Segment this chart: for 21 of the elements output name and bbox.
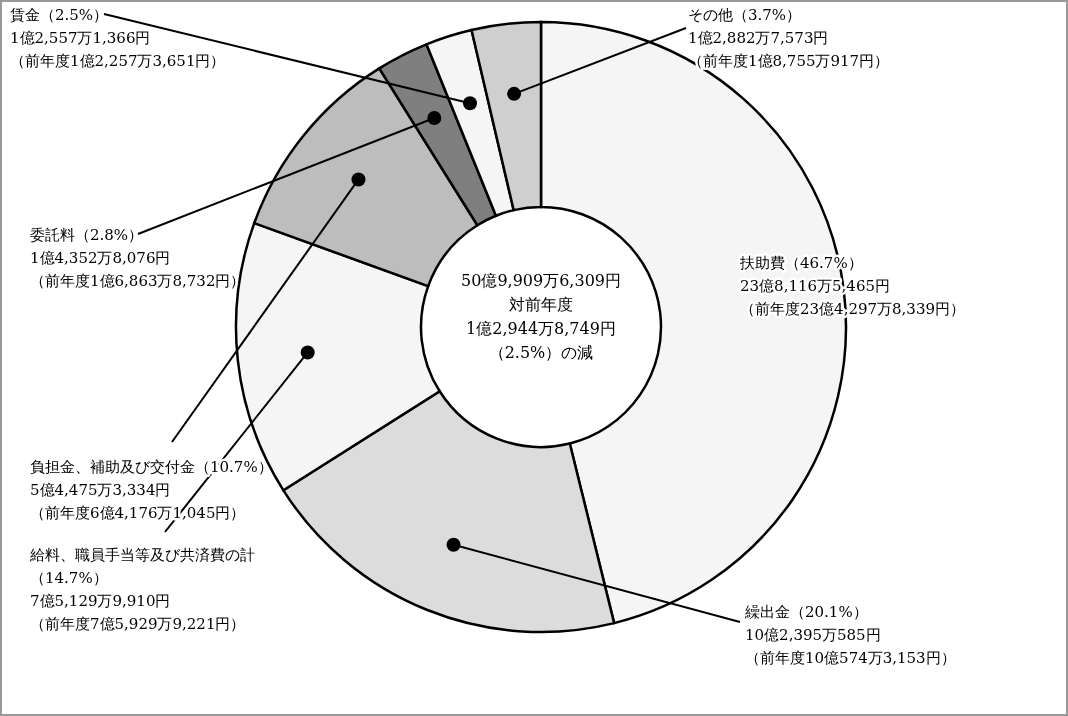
text: 5億4,475万3,334円	[30, 481, 171, 499]
text: （前年度10億574万3,153円）	[745, 649, 956, 667]
text: （前年度1億2,257万3,651円）	[10, 52, 226, 70]
text: 1億2,882万7,573円	[688, 29, 829, 47]
text: 対前年度	[509, 295, 573, 314]
text: 1億4,352万8,076円	[30, 249, 171, 267]
text: （2.5%）の減	[488, 343, 594, 362]
text: 1億2,944万8,749円	[466, 319, 616, 338]
text: （前年度1億6,863万8,732円）	[30, 272, 246, 290]
text: 50億9,909万6,309円	[461, 271, 621, 290]
slice-label: 賃金（2.5%）	[10, 6, 109, 24]
slice-label: 繰出金（20.1%）	[744, 603, 868, 621]
slice-label: 給料、職員手当等及び共済費の計	[29, 546, 255, 564]
data-label: （14.7%）	[30, 569, 108, 587]
text: 7億5,129万9,910円	[30, 592, 171, 610]
text: （前年度1億8,755万917円）	[688, 52, 890, 70]
text: （前年度7億5,929万9,221円）	[30, 615, 246, 633]
text: 10億2,395万585円	[745, 626, 881, 644]
text: 1億2,557万1,366円	[10, 29, 151, 47]
slice-label: その他（3.7%）	[688, 6, 802, 24]
slice-label: 委託料（2.8%）	[30, 226, 144, 244]
